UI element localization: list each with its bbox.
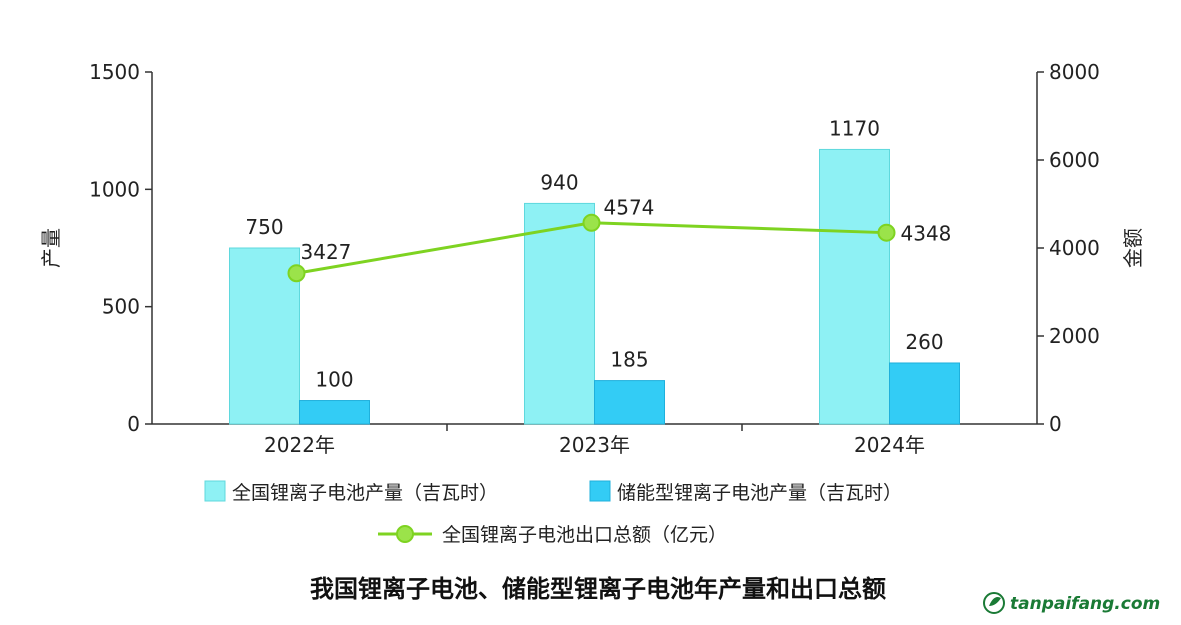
y-right-tick-label: 4000 (1049, 236, 1100, 260)
line-point-export-value (287, 264, 306, 283)
legend-label-export-value: 全国锂离子电池出口总额（亿元） (442, 524, 727, 546)
bar-total-production (819, 148, 890, 425)
x-tick-label: 2022年 (264, 433, 335, 457)
data-label-export-value: 3427 (301, 240, 352, 264)
legend-label-storage-production: 储能型锂离子电池产量（吉瓦时） (617, 482, 902, 504)
data-labels: 750 100 940 185 1170 260 3427 4574 4348 (245, 116, 951, 391)
y-right-tick-label: 8000 (1049, 60, 1100, 84)
bars (229, 148, 960, 425)
y-axis-left-title: 产量 (39, 228, 63, 268)
line-point-export-value (582, 213, 601, 232)
data-label-total-production: 940 (540, 170, 578, 194)
data-label-export-value: 4574 (604, 196, 655, 220)
watermark-logo-icon (983, 592, 1005, 614)
data-label-storage-production: 100 (315, 368, 353, 392)
legend-swatch-storage-production (589, 480, 611, 502)
legend: 全国锂离子电池产量（吉瓦时） 储能型锂离子电池产量（吉瓦时） 全国锂离子电池出口总额… (204, 480, 902, 546)
data-label-total-production: 750 (245, 215, 283, 239)
y-left-tick-label: 1500 (89, 60, 140, 84)
data-label-storage-production: 185 (610, 348, 648, 372)
y-axis-right-title: 金额 (1121, 228, 1145, 268)
bar-storage-production (889, 362, 960, 425)
y-left-tick-label: 0 (127, 412, 140, 436)
data-label-total-production: 1170 (829, 116, 880, 140)
bar-storage-production (299, 400, 370, 425)
x-tick-label: 2024年 (854, 433, 925, 457)
y-left-tick-label: 1000 (89, 177, 140, 201)
bar-total-production (229, 247, 300, 425)
legend-swatch-total-production (204, 480, 226, 502)
y-left-tick-label: 500 (102, 295, 140, 319)
legend-label-total-production: 全国锂离子电池产量（吉瓦时） (232, 482, 498, 504)
y-right-tick-label: 6000 (1049, 148, 1100, 172)
bar-total-production (524, 202, 595, 425)
line-point-export-value (877, 223, 896, 242)
leaf-icon (989, 597, 1001, 606)
y-right-tick-label: 0 (1049, 412, 1062, 436)
y-right-tick-label: 2000 (1049, 324, 1100, 348)
chart-title: 我国锂离子电池、储能型锂离子电池年产量和出口总额 (310, 575, 886, 603)
watermark: tanpaifang.com (983, 592, 1160, 614)
axes: 0 500 1000 1500 0 2000 4000 6000 8000 2022年 2023年 2… (39, 60, 1145, 457)
data-label-storage-production: 260 (905, 330, 943, 354)
bar-storage-production (594, 380, 665, 425)
legend-marker-export-value (396, 525, 414, 543)
data-label-export-value: 4348 (901, 222, 952, 246)
x-tick-label: 2023年 (559, 433, 630, 457)
line-series (287, 213, 896, 283)
watermark-text: tanpaifang.com (1010, 594, 1160, 614)
